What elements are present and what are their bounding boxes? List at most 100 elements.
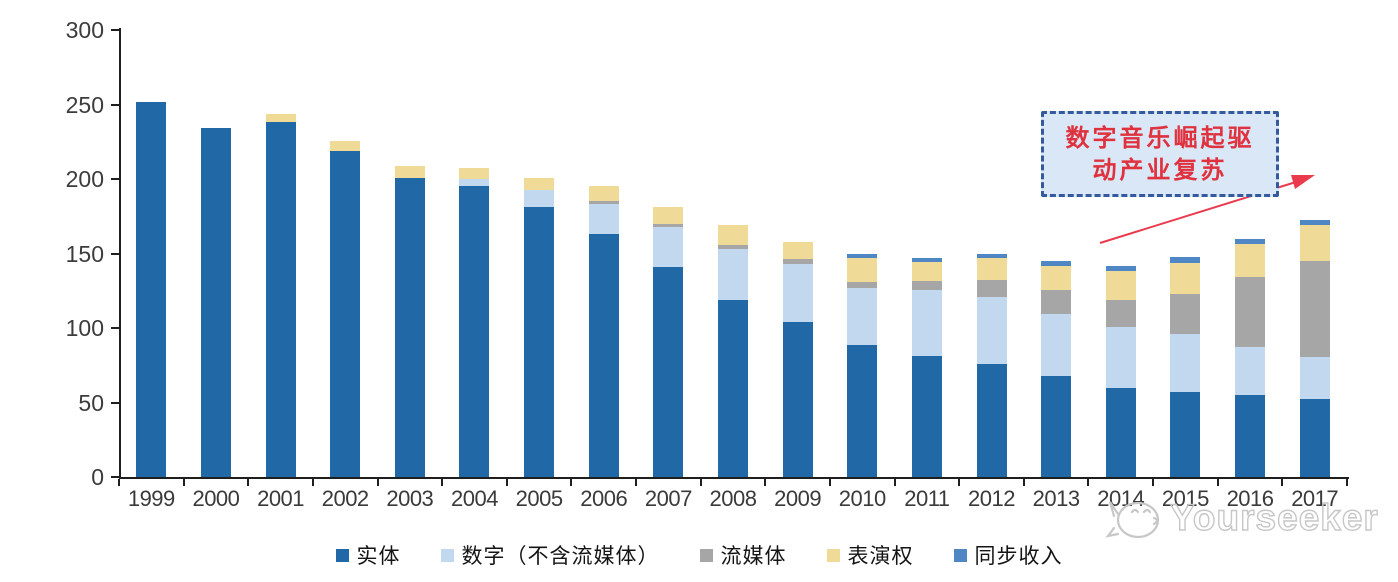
bar-segment (1041, 290, 1072, 314)
bar-segment (782, 259, 813, 264)
bar-segment (1299, 220, 1330, 226)
bar-segment (1105, 327, 1136, 388)
x-tick-mark (1152, 479, 1155, 486)
x-tick-label: 2015 (1161, 486, 1209, 511)
bar-segment (911, 258, 942, 262)
bar-segment (1299, 398, 1330, 477)
legend-item: 数字（不含流媒体） (440, 540, 660, 570)
x-tick-mark (1087, 479, 1090, 486)
bar-segment (1105, 299, 1136, 328)
legend-swatch-icon (953, 548, 967, 562)
y-tick-label: 50 (78, 389, 104, 416)
y-tick-mark (111, 178, 119, 180)
stacked-bar-2003 (394, 165, 425, 477)
y-tick-mark (111, 103, 119, 106)
y-tick-mark (111, 401, 119, 404)
x-tick-mark (182, 479, 185, 486)
bar-segment (653, 206, 684, 225)
bar-segment (459, 179, 490, 187)
x-tick-mark (441, 479, 444, 486)
bar-segment (847, 281, 878, 288)
bar-segment (1235, 238, 1266, 244)
stacked-bar-1999 (136, 101, 167, 477)
annotation-line2: 动产业复苏 (1092, 155, 1228, 184)
bar-segment (459, 167, 490, 180)
x-tick-label: 2007 (644, 486, 692, 511)
x-tick-mark (376, 479, 379, 486)
x-tick-label: 2005 (515, 486, 563, 511)
stacked-bar-2015 (1170, 256, 1201, 477)
bar-segment (1235, 395, 1266, 477)
legend-item: 表演权 (826, 540, 914, 570)
x-tick-label: 2002 (321, 486, 369, 511)
bar-segment (200, 127, 231, 477)
bar-segment (588, 204, 619, 235)
bar-segment (588, 201, 619, 205)
bar-segment (1105, 266, 1136, 272)
bar-segment (394, 177, 425, 477)
bar-segment (911, 355, 942, 477)
x-tick-mark (505, 479, 508, 486)
x-tick-label: 2013 (1032, 486, 1080, 511)
bar-segment (847, 254, 878, 258)
stacked-bar-2013 (1041, 261, 1072, 477)
bar-segment (653, 266, 684, 477)
bar-segment (718, 249, 748, 300)
bar-segment (976, 280, 1007, 297)
y-tick-label: 0 (91, 464, 104, 490)
legend-label: 同步收入 (974, 544, 1063, 568)
legend-swatch-icon (440, 548, 454, 562)
bar-segment (911, 261, 942, 282)
legend-label: 数字（不含流媒体） (461, 544, 660, 568)
bar-segment (265, 114, 296, 123)
bar-segment (782, 263, 813, 323)
x-tick-label: 2000 (192, 486, 240, 511)
bar-segment (1041, 261, 1072, 267)
stacked-bar-2010 (847, 254, 878, 477)
y-tick-label: 150 (65, 240, 104, 267)
bar-segment (718, 245, 748, 250)
y-tick-label: 300 (65, 17, 104, 43)
legend-label: 表演权 (847, 544, 914, 568)
bar-segment (330, 150, 361, 477)
bar-segment (1170, 333, 1201, 393)
x-tick-label: 2003 (386, 486, 434, 511)
stacked-bar-2002 (330, 141, 361, 477)
stacked-bar-2007 (653, 206, 684, 477)
bar-segment (782, 322, 813, 477)
bar-segment (653, 224, 684, 227)
y-tick-label: 100 (65, 315, 104, 341)
bar-segment (524, 207, 555, 477)
stacked-bar-2009 (782, 241, 813, 477)
x-tick-mark (893, 479, 896, 486)
bar-segment (718, 299, 748, 477)
x-tick-mark (1281, 479, 1284, 486)
bar-segment (394, 165, 425, 178)
legend-label: 流媒体 (720, 544, 787, 568)
x-tick-mark (247, 479, 250, 486)
x-tick-label: 2008 (709, 486, 757, 511)
bar-segment (976, 296, 1007, 364)
x-tick-label: 2001 (257, 486, 305, 511)
bar-segment (1299, 260, 1330, 358)
stacked-bar-2017 (1299, 220, 1330, 477)
bar-segment (1170, 392, 1201, 477)
y-tick-mark (111, 29, 119, 31)
legend-item: 同步收入 (953, 540, 1063, 570)
stacked-bar-2004 (459, 167, 490, 477)
bar-segment (1041, 313, 1072, 377)
x-tick-mark (958, 479, 961, 486)
legend-swatch-icon (826, 548, 840, 562)
x-tick-mark (570, 479, 573, 486)
bar-segment (1170, 263, 1201, 294)
x-tick-mark (699, 479, 702, 486)
x-tick-mark (1346, 479, 1348, 486)
y-tick-mark (111, 476, 119, 478)
bar-segment (847, 345, 878, 477)
bar-segment (1170, 256, 1201, 264)
y-tick-mark (111, 327, 119, 329)
annotation-box: 数字音乐崛起驱 动产业复苏 (1041, 111, 1279, 197)
bar-segment (847, 258, 878, 282)
